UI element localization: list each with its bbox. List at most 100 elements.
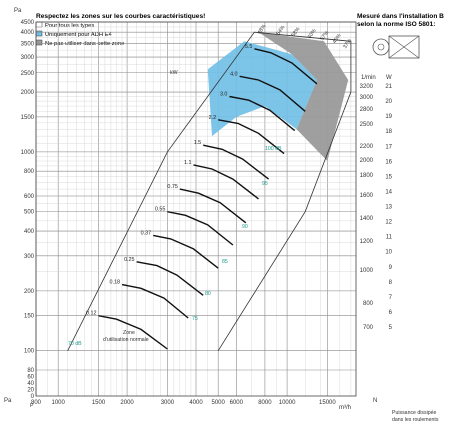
rpm-tick-label: 2800 [360, 107, 374, 113]
db-label-75: 75 [192, 316, 198, 322]
y-tick-label: 300 [24, 254, 35, 260]
efficiency-label: 58% [291, 26, 302, 38]
y-unit-top: Pa [14, 8, 22, 14]
db-label-85: 85 [222, 259, 228, 265]
y-tick-label: 80 [27, 368, 34, 374]
y-tick-label: 400 [24, 229, 35, 235]
series-curve-11 [98, 315, 168, 350]
x-tick-label: 1000 [52, 400, 66, 406]
measure-note-line2: selon la norme ISO 5801: [357, 21, 435, 28]
y-tick-label: 500 [24, 210, 35, 216]
x-unit: m³/h [339, 405, 351, 411]
efficiency-label: 54% [276, 24, 287, 36]
y-tick-label: 1500 [21, 115, 35, 121]
series-curve-3 [218, 119, 285, 155]
x-tick-label: 15000 [319, 400, 336, 406]
db-tick-label: 11 [386, 235, 393, 241]
series-label-7: 0.55 [155, 207, 166, 213]
rpm-tick-label: 700 [363, 325, 374, 331]
series-curve-9 [136, 261, 204, 296]
kw-label: kW [170, 70, 178, 76]
legend-title: Respectez les zones sur les courbes cara… [36, 13, 205, 20]
rpm-tick-label: 1000 [360, 268, 374, 274]
efficiency-label: 37% [342, 38, 353, 50]
series-curve-6 [179, 188, 247, 224]
right-note-line2: dans les roulements [392, 417, 439, 423]
y-tick-label: 3000 [21, 55, 35, 61]
db-unit: W [386, 75, 392, 81]
db-tick-label: 14 [385, 189, 392, 195]
db-tick-label: 19 [385, 114, 392, 120]
rpm-tick-label: 1600 [360, 193, 374, 199]
series-curve-7 [167, 211, 234, 246]
db-tick-label: 6 [389, 310, 393, 316]
series-curve-2 [229, 95, 296, 132]
x-tick-label: 1500 [92, 400, 106, 406]
y-tick-label: 1000 [21, 150, 35, 156]
legend-swatch-all [35, 21, 43, 28]
y-tick-label: 600 [24, 194, 35, 200]
x-tick-label: 10000 [279, 400, 296, 406]
rpm-tick-label: 2200 [360, 144, 374, 150]
y-tick-label: 20 [27, 388, 34, 394]
left-corner-label: P [30, 403, 34, 409]
zone-label-2: d'utilisation normale [103, 337, 149, 343]
series-label-9: 0.25 [124, 257, 135, 263]
db-tick-label: 21 [385, 84, 392, 90]
series-label-8: 0.37 [141, 230, 152, 236]
db-tick-label: 17 [385, 144, 392, 150]
db-tick-label: 9 [389, 265, 393, 271]
installation-b-icon [372, 35, 420, 59]
y-tick-label: 4000 [21, 30, 35, 36]
series-label-3: 2.2 [209, 115, 217, 121]
db-tick-label: 5 [389, 325, 393, 331]
db-tick-label: 18 [385, 129, 392, 135]
x-tick-label: 3000 [161, 400, 175, 406]
y-tick-label: 40 [27, 381, 34, 387]
y-tick-label: 100 [24, 349, 35, 355]
series-curve-8 [153, 234, 219, 269]
series-label-5: 1.1 [184, 160, 192, 166]
rpm-tick-label: 1200 [360, 239, 374, 245]
axis-ticks: 4500400035003000250020001500100080060050… [21, 20, 393, 406]
series-curve-10 [121, 283, 189, 319]
y-tick-label: 3500 [21, 42, 35, 48]
plot-frame [35, 21, 357, 397]
db-label-100: 100 dB [265, 146, 282, 152]
db-tick-label: 15 [385, 174, 392, 180]
series-label-4: 1.5 [194, 140, 202, 146]
x-tick-label: 5000 [212, 400, 226, 406]
efficiency-label: 57% [319, 30, 330, 42]
y-tick-label: 200 [24, 289, 35, 295]
rpm-tick-label: 800 [363, 301, 374, 307]
legend-swatch-adh [35, 30, 43, 37]
efficiency-label: 45% [332, 33, 343, 45]
series-curve-0 [254, 48, 318, 85]
series-label-1: 4.0 [230, 71, 238, 77]
rpm-tick-label: 1800 [360, 173, 374, 179]
db-label-80: 80 [205, 291, 211, 297]
db-tick-label: 12 [385, 220, 392, 226]
x-tick-label: 8000 [258, 400, 272, 406]
zone-adh-e4 [207, 41, 317, 137]
rpm-tick-label: 1400 [360, 216, 374, 222]
right-note-line1: Puissance dissipée [392, 410, 437, 416]
y-tick-label: 800 [24, 169, 35, 175]
efficiency-label: 60% [307, 28, 318, 40]
series-curve-5 [193, 164, 259, 200]
legend-label-adh: Uniquement pour ADH E4 [45, 32, 112, 38]
y-tick-label: 2500 [21, 71, 35, 77]
db-tick-label: 8 [389, 280, 393, 286]
db-tick-label: 20 [385, 99, 392, 105]
rpm-tick-label: 2000 [360, 158, 374, 164]
db-tick-label: 16 [385, 159, 392, 165]
series-label-0: 5.5 [245, 44, 253, 50]
x-tick-label: 2000 [120, 400, 134, 406]
series-label-6: 0.75 [167, 184, 178, 190]
series-curve-1 [239, 75, 306, 112]
y-tick-label: 0 [31, 394, 35, 400]
x-tick-label: 6000 [230, 400, 244, 406]
operating-zones [207, 32, 349, 162]
